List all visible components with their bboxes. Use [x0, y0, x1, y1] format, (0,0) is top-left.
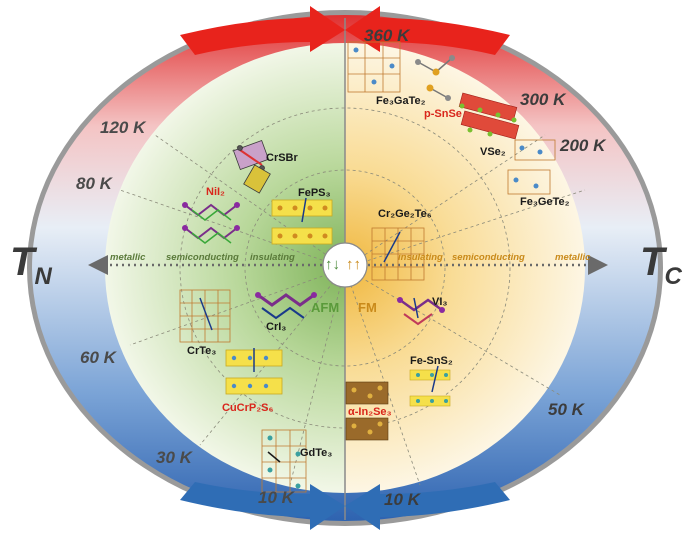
material-label: FePS₃ [298, 187, 331, 199]
material-label: Cr₂Ge₂Te₆ [378, 208, 432, 220]
top-right-red-arrow [345, 6, 510, 55]
temp-right-200k: 200 K [560, 136, 606, 155]
concentric-rings [179, 107, 511, 429]
band-left-metallic: metallic [110, 252, 146, 263]
temp-left-80k: 80 K [76, 174, 112, 193]
afm-label: AFM [311, 300, 340, 315]
crsbr-structure-icon [232, 139, 271, 194]
temp-right-50k: 50 K [548, 400, 584, 419]
bottom-left-blue-arrow [180, 482, 345, 530]
band-right-metallic: metallic [555, 252, 591, 263]
feps3-structure-icon [271, 197, 333, 245]
cucrp2s6-structure-icon [225, 348, 283, 395]
temp-left-30k: 30 K [156, 448, 192, 467]
material-label: VSe₂ [480, 146, 506, 158]
material-label: CrSBr [266, 152, 298, 164]
material-label: NiI₂ [206, 186, 225, 198]
temp-right-360k: 360 K [364, 26, 410, 45]
fe3gete2-structure-icon [507, 139, 556, 195]
band-left-semiconducting: semiconducting [166, 252, 239, 263]
temp-left-60k: 60 K [80, 348, 116, 367]
band-left-insulating: insulating [250, 252, 295, 263]
material-label: CrI₃ [266, 321, 287, 333]
alpha-in2se3-structure-icon [345, 381, 389, 441]
temp-right-10k: 10 K [384, 490, 420, 509]
material-label: Fe₃GaTe₂ [376, 95, 426, 107]
material-label: Fe₃GeTe₂ [520, 196, 570, 208]
material-label: CuCrP₂S₆ [222, 402, 274, 414]
material-label: Fe-SnS₂ [410, 355, 453, 367]
gdte3-structure-icon [261, 429, 307, 493]
bottom-right-blue-arrow [345, 482, 510, 530]
vi3-structure-icon [397, 297, 445, 326]
nii2-structure-icon [182, 202, 240, 244]
band-right-insulating: insulating [398, 252, 443, 263]
tn-axis-label: TN [10, 240, 52, 290]
fm-region [345, 43, 585, 493]
center-circle [322, 242, 368, 288]
fm-spin-symbol: ↑↑ [346, 256, 361, 273]
temp-left-10k: 10 K [258, 488, 294, 507]
temp-right-300k: 300 K [520, 90, 566, 109]
fe3gate2-structure-icon [347, 41, 401, 93]
crte3-structure-icon [179, 289, 231, 343]
material-label: p-SnSe [424, 108, 462, 120]
band-right-semiconducting: semiconducting [452, 252, 525, 263]
fe-sns2-structure-icon [409, 365, 451, 407]
top-left-red-arrow [180, 6, 345, 55]
afm-spin-symbol: ↑↓ [325, 256, 340, 273]
temp-left-120k: 120 K [100, 118, 146, 137]
p-snse-structure-icon [415, 55, 455, 101]
material-label: GdTe₃ [300, 447, 333, 459]
cr2ge2te6-structure-icon [371, 227, 425, 281]
fm-label: FM [358, 300, 377, 315]
vse2-structure-icon [458, 92, 520, 140]
material-label: CrTe₃ [187, 345, 217, 357]
material-label: α-In₂Se₃ [348, 406, 392, 418]
afm-region [105, 43, 345, 493]
cri3-structure-icon [255, 292, 317, 320]
tc-axis-label: TC [640, 240, 682, 290]
material-label: VI₃ [432, 296, 448, 308]
